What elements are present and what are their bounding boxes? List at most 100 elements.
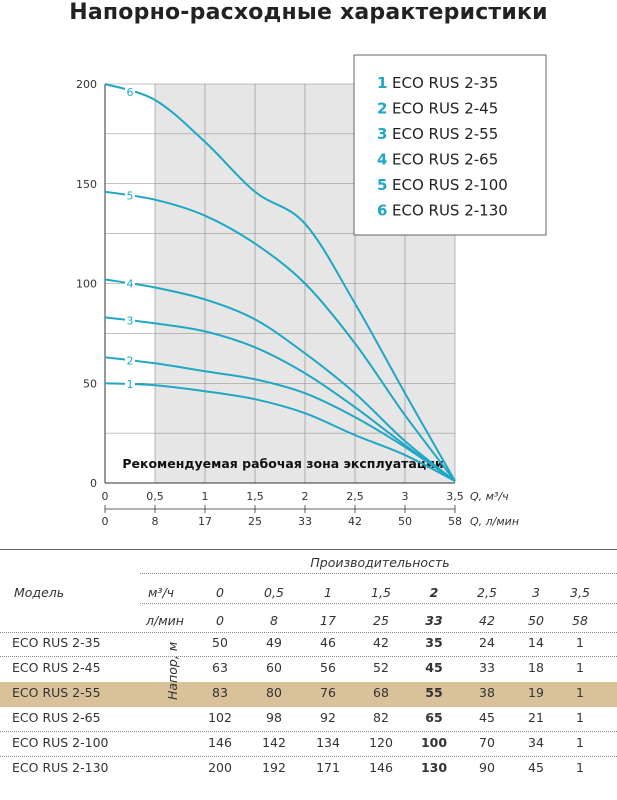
table-top-border: [0, 549, 617, 550]
legend-model-name: ECO RUS 2-130: [392, 202, 508, 220]
x-tick-label-m3h: 2: [302, 490, 309, 503]
legend-number: 1: [377, 74, 387, 92]
table-row-model: ECO RUS 2-35: [12, 635, 101, 650]
table-cell: 100: [420, 735, 448, 750]
x-tick-label-m3h: 0,5: [146, 490, 164, 503]
legend-model-name: ECO RUS 2-65: [392, 151, 498, 169]
table-cell: 1: [576, 685, 584, 700]
table-row-model: ECO RUS 2-55: [12, 685, 101, 700]
curve-label-5: 5: [127, 190, 134, 203]
table-cell: 24: [479, 635, 495, 650]
flow-lmin-header: 17: [320, 613, 336, 628]
flow-m3h-header: 2,5: [477, 585, 497, 600]
table-cell: 130: [420, 760, 448, 775]
table-cell: 38: [479, 685, 495, 700]
table-cell: 83: [212, 685, 228, 700]
legend-number: 2: [377, 100, 387, 118]
curve-label-6: 6: [127, 86, 134, 99]
chart-legend: 1 ECO RUS 2-35 2 ECO RUS 2-45 3 ECO RUS 2-55 4…: [353, 54, 547, 236]
table-cell: 45: [479, 710, 495, 725]
table-cell: 21: [528, 710, 544, 725]
curve-5: [104, 190, 456, 482]
table-cell: 142: [262, 735, 286, 750]
x-tick-label-lmin: 0: [102, 515, 109, 528]
curve-label-bg: [125, 377, 135, 391]
table-cell: 68: [373, 685, 389, 700]
flow-m3h-header: 3,5: [570, 585, 590, 600]
table-cell: 45: [425, 660, 443, 675]
flow-lmin-header: 8: [270, 613, 278, 628]
table-cell: 146: [208, 735, 232, 750]
head-axis-label: Напор, м: [165, 641, 180, 700]
flow-m3h-header: 1: [324, 585, 332, 600]
table-cell: 65: [425, 710, 443, 725]
table-row-border: [0, 731, 617, 732]
table-cell: 134: [316, 735, 340, 750]
curve-label-4: 4: [127, 278, 134, 291]
table-cell: 49: [266, 635, 282, 650]
x-unit-m3h: Q, м³/ч: [470, 490, 509, 503]
curve-3: [104, 316, 456, 482]
legend-model-name: ECO RUS 2-55: [392, 125, 498, 143]
curve-label-bg: [125, 313, 135, 327]
table-cell: 52: [373, 660, 389, 675]
page-title: Напорно-расходные характеристики: [69, 0, 548, 25]
table-cell: 18: [528, 660, 544, 675]
highlighted-row-bg: [0, 682, 617, 707]
legend-model-name: ECO RUS 2-35: [392, 74, 498, 92]
table-cell: 98: [266, 710, 282, 725]
legend-model-name: ECO RUS 2-45: [392, 100, 498, 118]
table-cell: 76: [320, 685, 336, 700]
x-tick-label-lmin: 8: [152, 515, 159, 528]
curve-1: [104, 382, 456, 482]
table-header-bottom-border: [0, 632, 617, 633]
legend-number: 5: [377, 176, 387, 194]
table-cell: 1: [576, 710, 584, 725]
flow-lmin-header: 42: [479, 613, 495, 628]
x-unit-lmin: Q, л/мин: [470, 515, 519, 528]
x-tick-label-lmin: 58: [448, 515, 462, 528]
x-tick-label-lmin: 25: [248, 515, 262, 528]
table-cell: 1: [576, 635, 584, 650]
table-cell: 63: [212, 660, 228, 675]
table-cell: 46: [320, 635, 336, 650]
table-cell: 34: [528, 735, 544, 750]
table-cell: 50: [212, 635, 228, 650]
curve-2: [104, 356, 456, 482]
curve-6: [104, 83, 456, 482]
curve-label-bg: [125, 84, 135, 98]
legend-model-name: ECO RUS 2-100: [392, 176, 508, 194]
table-row-model: ECO RUS 2-65: [12, 710, 101, 725]
table-sub-border: [140, 573, 617, 574]
table-cell: 92: [320, 710, 336, 725]
x-tick-label-lmin: 50: [398, 515, 412, 528]
table-cell: 120: [369, 735, 393, 750]
legend-number: 3: [377, 125, 387, 143]
zone-label: Рекомендуемая рабочая зона эксплуатации: [122, 456, 443, 471]
table-cell: 70: [479, 735, 495, 750]
flow-lmin-header: 25: [373, 613, 389, 628]
table-cell: 90: [479, 760, 495, 775]
flow-m3h-header: 2: [429, 585, 439, 600]
curve-label-3: 3: [127, 314, 134, 327]
flow-lmin-header: 50: [528, 613, 544, 628]
table-cell: 146: [369, 760, 393, 775]
table-row-model: ECO RUS 2-100: [12, 735, 109, 750]
flow-m3h-header: 0: [216, 585, 224, 600]
y-tick-label: 100: [76, 278, 97, 291]
table-cell: 45: [528, 760, 544, 775]
x-tick-label-m3h: 2,5: [346, 490, 364, 503]
y-tick-label: 0: [90, 477, 97, 490]
table-model-header: Модель: [14, 585, 65, 600]
table-cell: 55: [425, 685, 443, 700]
x-tick-label-m3h: 3: [402, 490, 409, 503]
x-tick-label-lmin: 42: [348, 515, 362, 528]
table-cell: 56: [320, 660, 336, 675]
x-tick-label-m3h: 0: [102, 490, 109, 503]
curve-label-2: 2: [127, 354, 134, 367]
curve-label-bg: [125, 188, 135, 202]
x-tick-label-lmin: 33: [298, 515, 312, 528]
chart-curves: 1 2 3 4 5 6: [104, 83, 456, 482]
